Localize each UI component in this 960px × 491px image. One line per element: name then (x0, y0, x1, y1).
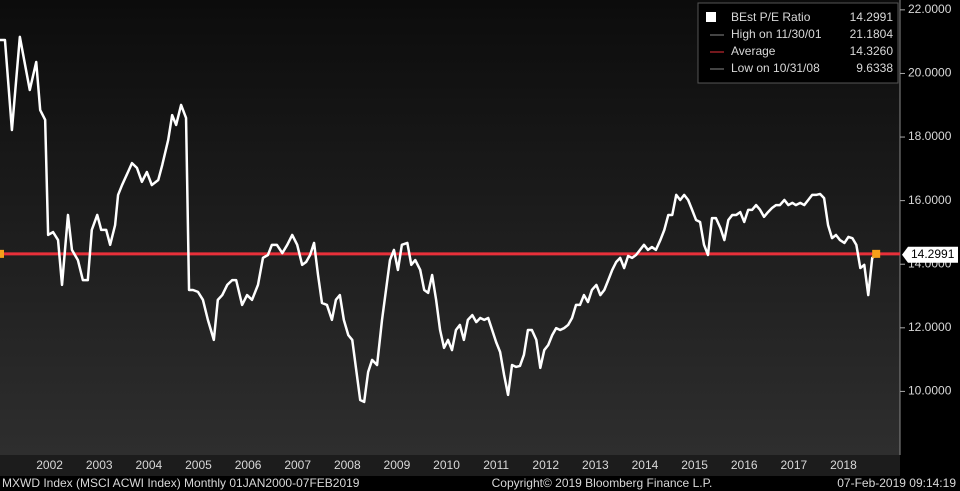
x-tick-label: 2015 (681, 458, 708, 472)
legend-label: Average (731, 44, 776, 58)
y-tick-label: 16.0000 (908, 193, 952, 207)
legend-value: 21.1804 (850, 27, 894, 41)
x-tick-label: 2009 (384, 458, 411, 472)
x-tick-label: 2018 (830, 458, 857, 472)
last-value-label: 14.2991 (911, 247, 955, 261)
x-axis-band (0, 455, 900, 476)
x-tick-label: 2013 (582, 458, 609, 472)
legend-value: 14.2991 (850, 10, 894, 24)
x-tick-label: 2012 (532, 458, 559, 472)
x-tick-label: 2003 (86, 458, 113, 472)
x-tick-label: 2005 (185, 458, 212, 472)
x-tick-label: 2004 (135, 458, 162, 472)
x-tick-label: 2016 (731, 458, 758, 472)
y-tick-label: 20.0000 (908, 66, 952, 80)
x-tick-label: 2011 (483, 458, 509, 472)
x-tick-label: 2017 (780, 458, 807, 472)
y-tick-label: 22.0000 (908, 2, 952, 16)
last-value-tag (902, 246, 958, 263)
y-tick-label: 10.0000 (908, 384, 952, 398)
legend-label: Low on 10/31/08 (731, 61, 820, 75)
x-tick-label: 2007 (284, 458, 311, 472)
x-tick-label: 2006 (235, 458, 262, 472)
footer-center: Copyright© 2019 Bloomberg Finance L.P. (492, 476, 713, 490)
footer-left: MXWD Index (MSCI ACWI Index) Monthly 01J… (2, 476, 360, 490)
average-marker (872, 249, 881, 258)
legend-value: 14.3260 (850, 44, 894, 58)
legend-label: BEst P/E Ratio (731, 10, 811, 24)
x-tick-label: 2010 (433, 458, 460, 472)
y-tick-label: 12.0000 (908, 320, 952, 334)
average-marker (0, 249, 4, 258)
legend-box (697, 2, 899, 84)
series-line (0, 35, 877, 404)
legend-value: 9.6338 (856, 61, 893, 75)
x-tick-label: 2002 (36, 458, 63, 472)
legend-label: High on 11/30/01 (731, 27, 822, 41)
legend-swatch (706, 12, 716, 22)
x-tick-label: 2014 (632, 458, 659, 472)
x-tick-label: 2008 (334, 458, 361, 472)
footer-right: 07-Feb-2019 09:14:19 (837, 476, 956, 490)
y-tick-label: 18.0000 (908, 129, 952, 143)
